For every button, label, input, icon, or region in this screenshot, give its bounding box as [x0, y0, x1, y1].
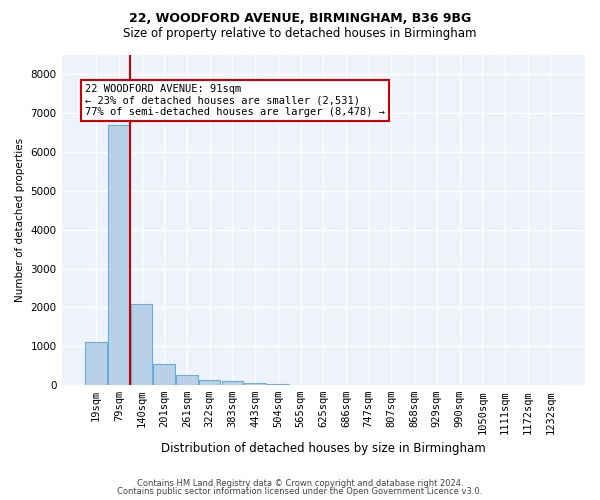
- Bar: [199, 380, 220, 385]
- Bar: [221, 381, 243, 385]
- Bar: [108, 125, 130, 385]
- Bar: [244, 382, 266, 385]
- Text: Size of property relative to detached houses in Birmingham: Size of property relative to detached ho…: [123, 28, 477, 40]
- Bar: [267, 384, 289, 385]
- Text: Contains public sector information licensed under the Open Government Licence v3: Contains public sector information licen…: [118, 487, 482, 496]
- Bar: [131, 304, 152, 385]
- Bar: [85, 342, 107, 385]
- X-axis label: Distribution of detached houses by size in Birmingham: Distribution of detached houses by size …: [161, 442, 485, 455]
- Y-axis label: Number of detached properties: Number of detached properties: [15, 138, 25, 302]
- Bar: [154, 364, 175, 385]
- Text: 22 WOODFORD AVENUE: 91sqm
← 23% of detached houses are smaller (2,531)
77% of se: 22 WOODFORD AVENUE: 91sqm ← 23% of detac…: [85, 84, 385, 117]
- Text: Contains HM Land Registry data © Crown copyright and database right 2024.: Contains HM Land Registry data © Crown c…: [137, 478, 463, 488]
- Bar: [176, 374, 198, 385]
- Text: 22, WOODFORD AVENUE, BIRMINGHAM, B36 9BG: 22, WOODFORD AVENUE, BIRMINGHAM, B36 9BG: [129, 12, 471, 26]
